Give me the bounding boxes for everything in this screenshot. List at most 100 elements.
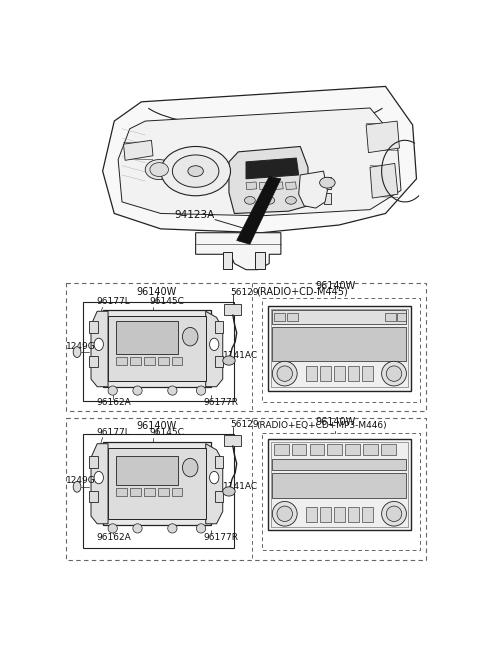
Ellipse shape xyxy=(223,487,235,496)
Polygon shape xyxy=(299,171,327,208)
Bar xyxy=(335,366,345,381)
Bar xyxy=(224,304,241,315)
Bar xyxy=(224,435,241,446)
Ellipse shape xyxy=(168,386,177,395)
Bar xyxy=(268,439,411,530)
Bar xyxy=(83,302,234,401)
Bar xyxy=(321,366,331,381)
Polygon shape xyxy=(246,158,299,179)
Bar xyxy=(157,488,168,496)
Bar xyxy=(321,507,331,522)
Text: 1249GE: 1249GE xyxy=(66,476,102,485)
Bar xyxy=(385,313,396,321)
Text: 96162A: 96162A xyxy=(96,398,131,407)
Ellipse shape xyxy=(108,386,117,395)
Bar xyxy=(66,417,426,560)
Bar xyxy=(215,356,223,367)
Text: 96140W: 96140W xyxy=(137,421,177,432)
Bar xyxy=(272,310,407,324)
Bar xyxy=(255,252,264,269)
Bar xyxy=(116,358,127,365)
Ellipse shape xyxy=(210,472,219,483)
Text: 96140W: 96140W xyxy=(315,417,355,427)
Bar xyxy=(324,193,331,204)
Bar xyxy=(306,507,317,522)
Ellipse shape xyxy=(172,155,219,188)
Bar xyxy=(272,459,407,470)
Bar xyxy=(223,252,232,269)
Bar xyxy=(348,366,359,381)
Text: 96145C: 96145C xyxy=(149,428,184,437)
Ellipse shape xyxy=(382,361,407,386)
Text: 56129: 56129 xyxy=(230,420,259,429)
Polygon shape xyxy=(196,233,281,270)
Text: 1141AC: 1141AC xyxy=(223,352,258,360)
Ellipse shape xyxy=(108,523,117,533)
Ellipse shape xyxy=(382,501,407,526)
Ellipse shape xyxy=(73,346,81,358)
Ellipse shape xyxy=(272,501,297,526)
Ellipse shape xyxy=(94,472,103,483)
Bar xyxy=(66,283,426,411)
Ellipse shape xyxy=(182,327,198,346)
Ellipse shape xyxy=(244,197,255,204)
Text: 56129: 56129 xyxy=(230,287,259,297)
Polygon shape xyxy=(286,182,296,190)
Bar xyxy=(116,488,127,496)
Ellipse shape xyxy=(133,386,142,395)
Text: 96145C: 96145C xyxy=(149,297,184,306)
Text: 1141AC: 1141AC xyxy=(223,482,258,491)
Ellipse shape xyxy=(286,197,296,204)
Bar xyxy=(215,491,223,502)
Bar xyxy=(172,358,182,365)
Bar xyxy=(306,366,317,381)
Bar xyxy=(272,473,407,498)
Bar xyxy=(274,445,288,455)
Bar xyxy=(215,456,223,468)
Bar xyxy=(268,306,411,390)
Bar xyxy=(89,356,98,367)
Text: 96177R: 96177R xyxy=(204,398,239,407)
Bar xyxy=(172,488,182,496)
Bar xyxy=(362,507,373,522)
Polygon shape xyxy=(366,121,399,153)
Bar xyxy=(83,434,234,548)
Bar xyxy=(272,327,407,361)
Bar xyxy=(262,298,420,402)
Bar xyxy=(116,456,178,485)
Ellipse shape xyxy=(272,361,297,386)
Bar xyxy=(345,445,360,455)
Polygon shape xyxy=(246,182,257,190)
Ellipse shape xyxy=(182,459,198,477)
Text: 96140W: 96140W xyxy=(315,281,355,291)
Bar xyxy=(362,366,373,381)
Ellipse shape xyxy=(145,159,173,180)
Bar xyxy=(130,358,141,365)
Polygon shape xyxy=(259,182,270,190)
Ellipse shape xyxy=(277,506,292,522)
Polygon shape xyxy=(123,140,153,160)
Ellipse shape xyxy=(73,482,81,492)
Bar xyxy=(271,309,408,388)
Bar xyxy=(144,488,155,496)
Bar xyxy=(287,313,298,321)
Bar xyxy=(108,448,206,519)
Ellipse shape xyxy=(223,356,235,365)
Ellipse shape xyxy=(94,338,103,350)
Bar xyxy=(89,491,98,502)
Bar xyxy=(363,445,378,455)
Bar xyxy=(397,313,407,321)
Text: 96177R: 96177R xyxy=(204,533,239,542)
Polygon shape xyxy=(91,443,108,523)
Ellipse shape xyxy=(168,523,177,533)
Bar xyxy=(108,316,206,380)
Polygon shape xyxy=(370,163,398,198)
Ellipse shape xyxy=(188,166,204,176)
Text: 1249GE: 1249GE xyxy=(66,342,102,351)
Text: 96162A: 96162A xyxy=(96,533,131,542)
Text: 96140W: 96140W xyxy=(137,287,177,297)
Bar xyxy=(157,358,168,365)
Bar xyxy=(215,321,223,333)
Bar xyxy=(381,445,396,455)
Bar xyxy=(327,445,342,455)
